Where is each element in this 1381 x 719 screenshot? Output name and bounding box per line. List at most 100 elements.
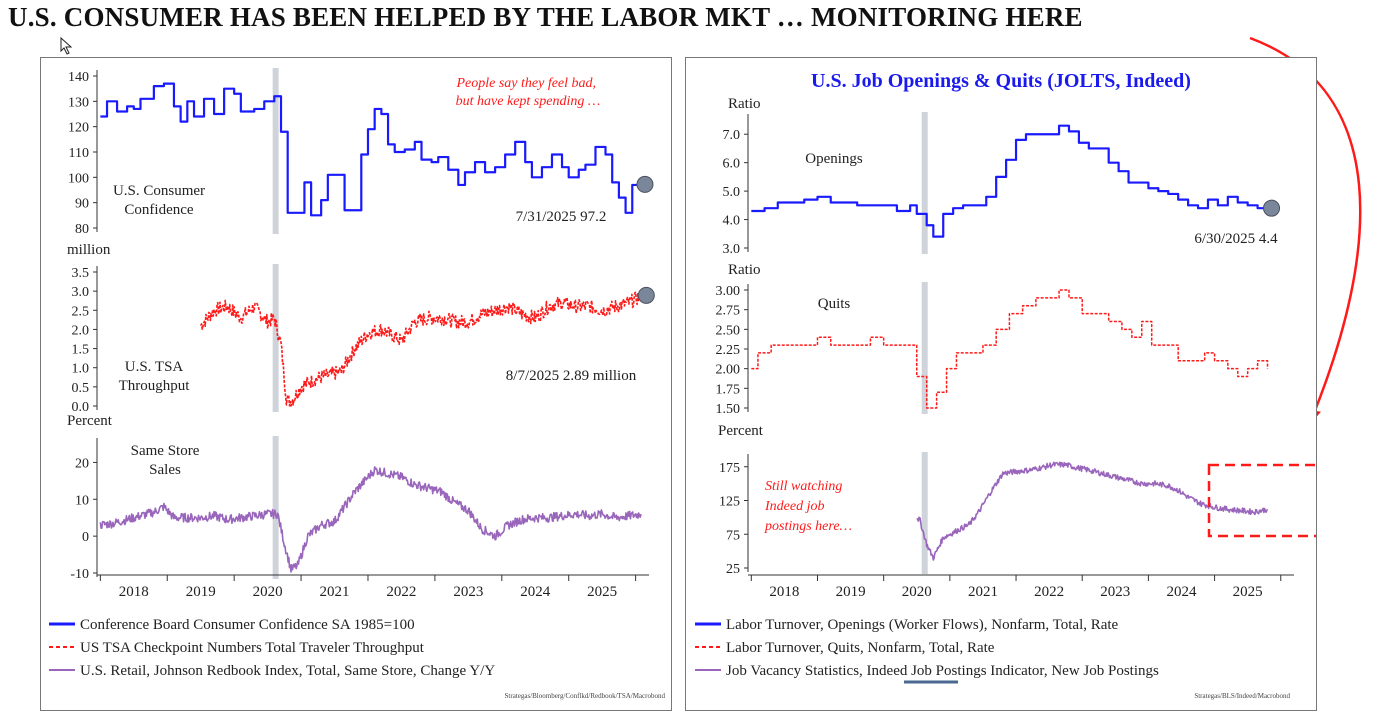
y-tick-label: 120 [68,121,89,136]
recession-shade [272,68,279,234]
series-name-line: U.S. TSA [125,359,184,375]
y-tick-label: 3.00 [716,284,741,299]
y-tick-label: 110 [69,146,89,161]
legend-label: US TSA Checkpoint Numbers Total Traveler… [80,640,425,656]
y-tick-label: 100 [68,171,89,186]
series-name-line: Openings [805,151,863,167]
y-tick-label: 7.0 [723,128,741,143]
series-line [916,461,1269,561]
x-tick-label: 2024 [520,584,551,600]
right-chart-title: U.S. Job Openings & Quits (JOLTS, Indeed… [811,70,1191,92]
y-tick-label: 2.5 [72,304,90,319]
x-tick-label: 2020 [902,584,932,600]
y-tick-label: 6.0 [723,157,741,172]
right-legend: Labor Turnover, Openings (Worker Flows),… [695,617,1159,679]
y-tick-label: 1.0 [72,362,90,377]
x-tick-label: 2023 [1100,584,1130,600]
right-chart-panel: U.S. Job Openings & Quits (JOLTS, Indeed… [685,57,1329,711]
series-name-line: Confidence [124,202,193,218]
series-line [99,466,642,573]
series-line [199,290,644,407]
end-value-label: 8/7/2025 2.89 million [506,368,637,384]
quits-chart: 1.50 1.75 2.00 2.25 2.50 2.75 3.00 Ratio Quits [716,262,1269,417]
y-tick-label: 130 [68,95,89,110]
y-tick-label: 0.0 [72,400,90,415]
legend-label: U.S. Retail, Johnson Redbook Index, Tota… [80,663,495,679]
same-store-sales-chart: -10 0 10 20 Percent Same Store Sales [67,413,642,582]
x-tick-label: 2020 [253,584,283,600]
y-tick-label: 3.0 [723,242,741,257]
recession-shade [921,282,928,414]
y-tick-label: 125 [719,495,740,510]
series-name-line: Throughput [119,378,191,394]
y-tick-label: 2.50 [716,323,741,338]
y-tick-label: 4.0 [723,214,741,229]
y-tick-label: 2.75 [716,304,741,319]
x-tick-label: 2025 [587,584,617,600]
x-tick-label: 2025 [1233,584,1263,600]
right-x-axis: 2018 2019 2020 2021 2022 2023 2024 2025 [748,574,1294,600]
series-name-line: Quits [818,296,851,312]
series-name-label: U.S. TSA Throughput [119,359,191,394]
y-tick-label: -10 [70,567,89,582]
highlight-box [1207,463,1329,538]
left-chart-panel: 80 90 100 110 120 130 140 U.S. Consumer Confiden… [40,57,672,711]
y-tick-label: 175 [719,461,740,476]
y-tick-label: 3.5 [72,266,90,281]
x-tick-label: 2019 [186,584,216,600]
x-tick-label: 2019 [836,584,866,600]
recession-shade [272,264,279,412]
y-tick-label: 140 [68,70,89,85]
x-tick-label: 2021 [968,584,998,600]
left-legend: Conference Board Consumer Confidence SA … [49,617,495,679]
page-headline: U.S. CONSUMER HAS BEEN HELPED BY THE LAB… [8,2,1083,32]
series-name-line: Same Store [131,443,200,459]
last-value-marker [636,175,654,193]
y-tick-label: 2.25 [716,343,741,358]
consumer-confidence-chart: 80 90 100 110 120 130 140 U.S. Consumer Confiden… [68,68,654,237]
y-tick-label: 10 [75,493,89,508]
y-axis-label: Ratio [728,262,761,278]
last-value-marker [637,286,655,304]
recession-shade [921,112,928,254]
y-tick-label: 20 [75,456,89,471]
legend-label: Labor Turnover, Quits, Nonfarm, Total, R… [726,640,995,656]
series-line [751,289,1269,409]
series-name-line: U.S. Consumer [113,183,205,199]
last-value-marker [1263,199,1281,217]
y-tick-label: 75 [726,528,740,543]
x-tick-label: 2018 [119,584,149,600]
series-name-label: U.S. Consumer Confidence [113,183,205,218]
y-tick-label: 3.0 [72,285,90,300]
legend-label: Job Vacancy Statistics, Indeed Job Posti… [726,663,1159,679]
left-x-axis: 2018 2019 2020 2021 2022 2023 2024 2025 [97,574,649,600]
right-annotation: Still watching Indeed job postings here… [764,479,852,534]
x-tick-label: 2021 [320,584,350,600]
legend-label: Conference Board Consumer Confidence SA … [80,617,415,633]
y-tick-label: 1.75 [716,382,741,397]
end-value-label: 7/31/2025 97.2 [516,209,607,225]
indeed-postings-chart: 25 75 125 175 Percent [718,423,1269,577]
series-name-label: Same Store Sales [131,443,200,478]
y-axis-label: Ratio [728,96,761,112]
y-tick-label: 90 [75,197,89,212]
x-tick-label: 2023 [453,584,483,600]
series-name-label: Openings [805,151,863,167]
job-openings-chart: 3.0 4.0 5.0 6.0 7.0 Ratio Openings 6/30/2025 4.… [723,96,1281,257]
y-tick-label: 2.0 [72,323,90,338]
series-line [100,82,643,217]
end-value-label: 6/30/2025 4.4 [1194,231,1278,247]
recession-shade [272,436,279,579]
y-tick-label: 80 [75,222,89,237]
right-source-note: Strategas/BLS/Indeed/Macrobond [1194,692,1290,700]
y-tick-label: 0.5 [72,381,90,396]
y-tick-label: 2.00 [716,363,741,378]
y-axis-label: million [67,242,111,258]
series-name-label: Quits [818,296,851,312]
tsa-throughput-chart: 0.0 0.5 1.0 1.5 2.0 2.5 3.0 3.5 million U.S. TSA T… [67,242,655,415]
right-chart-svg: U.S. Job Openings & Quits (JOLTS, Indeed… [695,70,1329,684]
recession-shade [921,452,928,574]
y-tick-label: 0 [82,530,89,545]
x-tick-label: 2022 [1034,584,1064,600]
